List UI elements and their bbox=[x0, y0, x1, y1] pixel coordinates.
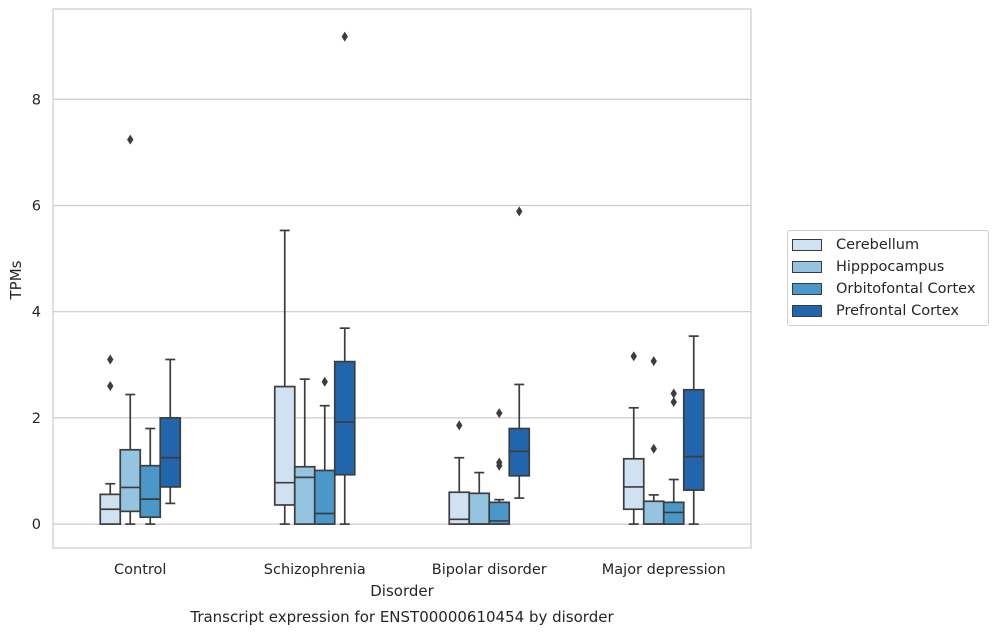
box-group bbox=[313, 376, 336, 525]
legend-swatch bbox=[792, 305, 822, 317]
y-tick-label: 4 bbox=[32, 305, 41, 321]
legend-swatch bbox=[792, 283, 822, 295]
box bbox=[119, 448, 142, 513]
box-group bbox=[508, 206, 531, 499]
outlier-point bbox=[650, 356, 657, 367]
box bbox=[468, 492, 491, 525]
box-group bbox=[468, 471, 491, 525]
box-group bbox=[333, 31, 356, 525]
legend-label: Cerebellum bbox=[836, 237, 920, 253]
box-group bbox=[273, 229, 296, 525]
box-group bbox=[119, 134, 142, 525]
outlier-point bbox=[496, 457, 503, 468]
outlier-point bbox=[630, 351, 637, 362]
box bbox=[682, 388, 705, 491]
tick-labels: 0 2 4 6 8 Control Schizophrenia Bipolar disorde… bbox=[32, 92, 726, 578]
y-tick-label: 2 bbox=[32, 411, 41, 427]
x-tick-label: Control bbox=[114, 562, 166, 578]
box-group bbox=[488, 408, 511, 525]
box-series bbox=[99, 31, 705, 525]
legend-swatch bbox=[792, 239, 822, 251]
outlier-point bbox=[341, 31, 348, 42]
outlier-point bbox=[107, 381, 114, 392]
outlier-point bbox=[127, 134, 134, 145]
box bbox=[333, 360, 356, 476]
legend-item-orbitofrontal-cortex: Orbitofontal Cortex bbox=[792, 279, 975, 299]
outlier-point bbox=[670, 396, 677, 407]
outlier-point bbox=[650, 443, 657, 454]
box-group bbox=[293, 378, 316, 525]
y-tick-label: 0 bbox=[32, 517, 41, 533]
x-tick-label: Bipolar disorder bbox=[432, 562, 547, 578]
legend: Cerebellum Hipppocampus Orbitofontal Cor… bbox=[787, 230, 989, 326]
outlier-point bbox=[496, 408, 503, 419]
box-group bbox=[139, 427, 162, 525]
box bbox=[273, 385, 296, 506]
plot-frame bbox=[52, 8, 752, 549]
legend-item-cerebellum: Cerebellum bbox=[792, 235, 919, 255]
box-group bbox=[448, 420, 471, 525]
y-tick-label: 6 bbox=[32, 198, 41, 214]
box bbox=[159, 417, 182, 488]
box-group bbox=[642, 356, 665, 525]
legend-item-prefrontal-cortex: Prefrontal Cortex bbox=[792, 301, 959, 321]
outlier-point bbox=[107, 354, 114, 365]
box bbox=[313, 469, 336, 525]
legend-item-hippocampus: Hipppocampus bbox=[792, 257, 944, 277]
outlier-point bbox=[456, 420, 463, 431]
outlier-point bbox=[516, 206, 523, 217]
box-group bbox=[662, 388, 685, 525]
box-group bbox=[159, 358, 182, 505]
grid-lines bbox=[53, 98, 751, 525]
box bbox=[293, 465, 316, 525]
legend-label: Orbitofontal Cortex bbox=[836, 281, 976, 297]
outlier-point bbox=[670, 388, 677, 399]
box bbox=[139, 464, 162, 519]
legend-label: Prefrontal Cortex bbox=[836, 303, 959, 319]
box bbox=[488, 501, 511, 525]
legend-swatch bbox=[792, 261, 822, 273]
box-group bbox=[682, 335, 705, 525]
box bbox=[642, 500, 665, 525]
box bbox=[622, 457, 645, 511]
x-tick-label: Schizophrenia bbox=[264, 562, 366, 578]
x-tick-label: Major depression bbox=[602, 562, 726, 578]
y-tick-label: 8 bbox=[32, 92, 41, 108]
box-group bbox=[622, 351, 645, 525]
outlier-point bbox=[321, 376, 328, 387]
x-axis-label: Disorder bbox=[370, 582, 434, 600]
chart-title: Transcript expression for ENST0000061045… bbox=[189, 608, 614, 626]
box-group bbox=[99, 354, 122, 525]
legend-label: Hipppocampus bbox=[836, 259, 945, 275]
y-axis-label: TPMs bbox=[7, 260, 25, 300]
